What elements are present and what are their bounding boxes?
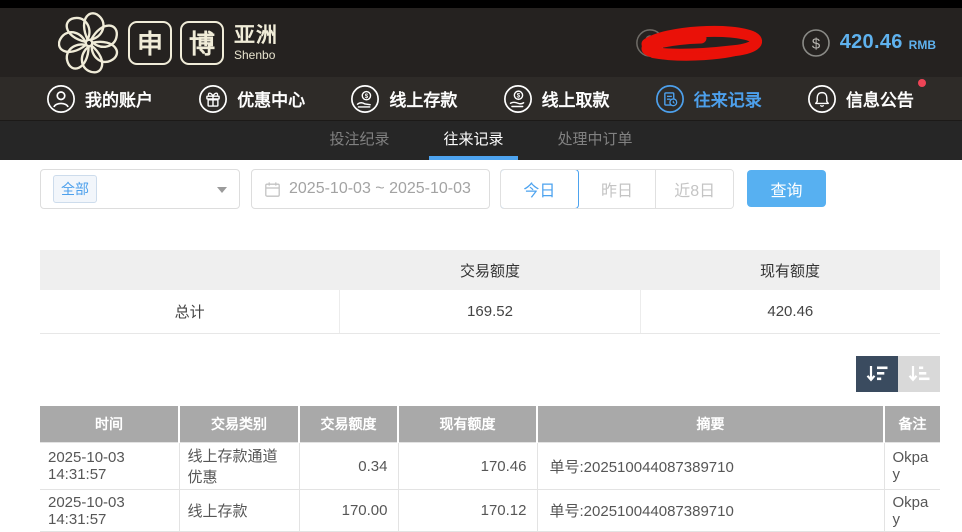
cell-note: Okpay — [883, 489, 940, 532]
date-range-input[interactable]: 2025-10-03 ~ 2025-10-03 — [251, 169, 490, 209]
cell-amount: 0.34 — [298, 442, 399, 490]
quick-btn-last-8-days[interactable]: 近8日 — [656, 170, 733, 208]
logo-region-text: 亚洲 — [234, 23, 278, 47]
chevron-down-icon — [217, 187, 227, 193]
cell-amount: 170.00 — [298, 489, 399, 532]
table-row: 2025-10-03 14:31:57 线上存款通道优惠 0.34 170.46… — [40, 442, 940, 490]
brand-logo: 申 博 亚洲 Shenbo — [58, 11, 278, 74]
tab-bet-records[interactable]: 投注纪录 — [329, 131, 390, 148]
logo-char-shen: 申 — [128, 20, 172, 65]
nav-label: 信息公告 — [845, 91, 914, 110]
summary-header-blank — [40, 250, 340, 290]
nav-label: 优惠中心 — [237, 91, 306, 110]
col-header-summary: 摘要 — [537, 406, 885, 443]
quick-btn-today[interactable]: 今日 — [501, 170, 579, 208]
filter-row: 全部 2025-10-03 ~ 2025-10-03 今日 昨日 近8日 查询 — [40, 169, 940, 209]
calendar-icon — [265, 181, 280, 197]
date-range-value: 2025-10-03 ~ 2025-10-03 — [289, 180, 471, 197]
nav-item-my-account[interactable]: 我的账户 — [46, 84, 153, 114]
bell-icon — [807, 84, 836, 113]
quick-btn-yesterday[interactable]: 昨日 — [578, 170, 657, 208]
svg-text:$: $ — [516, 92, 520, 99]
summary-total-row: 总计 169.52 420.46 — [40, 290, 940, 334]
col-header-note: 备注 — [884, 406, 940, 443]
col-header-balance: 现有额度 — [398, 406, 538, 443]
username-redacted[interactable] — [635, 20, 767, 66]
logo-char-bo: 博 — [180, 20, 224, 65]
logo-subtitle-text: Shenbo — [234, 47, 276, 62]
summary-total-label: 总计 — [40, 290, 341, 333]
nav-item-online-withdraw[interactable]: $ 线上取款 — [503, 84, 610, 114]
cell-time: 2025-10-03 14:31:57 — [40, 489, 180, 532]
nav-label: 往来记录 — [693, 91, 762, 110]
nav-label: 我的账户 — [85, 91, 153, 110]
summary-table: 交易额度 现有额度 总计 169.52 420.46 — [40, 250, 940, 334]
main-nav: 我的账户 优惠中心 $ 线上存款 — [0, 77, 962, 121]
summary-transaction-total: 169.52 — [340, 290, 641, 333]
nav-item-transaction-records[interactable]: 往来记录 — [655, 84, 762, 114]
type-select-value: 全部 — [53, 175, 97, 203]
balance-currency: RMB — [908, 37, 936, 52]
col-header-amount: 交易额度 — [299, 406, 399, 443]
quick-date-group: 今日 昨日 近8日 — [500, 169, 734, 209]
summary-header-row: 交易额度 现有额度 — [40, 250, 940, 290]
query-button[interactable]: 查询 — [747, 170, 826, 207]
col-header-time: 时间 — [40, 406, 180, 443]
cell-note: Okpay — [883, 442, 940, 490]
nav-item-online-deposit[interactable]: $ 线上存款 — [350, 84, 457, 114]
nav-item-announcements[interactable]: 信息公告 — [807, 78, 926, 114]
cell-balance: 170.12 — [397, 489, 538, 532]
summary-current-total: 420.46 — [767, 303, 814, 320]
svg-text:$: $ — [365, 93, 369, 100]
records-table: 时间 交易类别 交易额度 现有额度 摘要 备注 2025-10-03 14:31… — [40, 406, 940, 532]
cell-summary: 单号:202510044087389710 — [536, 489, 885, 532]
balance-display[interactable]: $ 420.46 RMB — [801, 28, 936, 58]
cell-type: 线上存款 — [178, 489, 300, 532]
cell-type: 线上存款通道优惠 — [178, 442, 300, 490]
header: 申 博 亚洲 Shenbo — [0, 8, 962, 77]
summary-header-transaction: 交易额度 — [459, 262, 520, 280]
summary-header-current: 现有额度 — [759, 262, 820, 280]
cell-summary: 单号:202510044087389710 — [536, 442, 885, 490]
user-icon — [47, 84, 75, 113]
gift-icon — [199, 84, 228, 113]
records-icon — [655, 84, 684, 113]
withdraw-icon: $ — [503, 84, 532, 113]
records-header-row: 时间 交易类别 交易额度 现有额度 摘要 备注 — [40, 406, 940, 443]
flower-logo-icon — [58, 11, 118, 73]
nav-label: 线上存款 — [389, 91, 458, 110]
sort-ascending-icon — [908, 366, 930, 382]
top-black-strip — [0, 0, 962, 8]
header-right: $ 420.46 RMB — [635, 20, 936, 66]
cell-balance: 170.46 — [397, 442, 538, 490]
col-header-type: 交易类别 — [179, 406, 300, 443]
type-select[interactable]: 全部 — [40, 169, 240, 209]
nav-item-promotions[interactable]: 优惠中心 — [198, 84, 305, 114]
sort-ascending-button[interactable] — [898, 356, 940, 392]
sub-nav: 投注纪录 往来记录 处理中订单 — [0, 121, 962, 160]
dollar-coin-icon: $ — [801, 28, 830, 57]
logo-wordmark: 亚洲 Shenbo — [234, 25, 278, 61]
deposit-icon: $ — [351, 84, 380, 113]
balance-amount: 420.46 — [839, 31, 903, 53]
cell-time: 2025-10-03 14:31:57 — [40, 442, 180, 490]
table-row: 2025-10-03 14:31:57 线上存款 170.00 170.12 单… — [40, 489, 940, 532]
sort-descending-icon — [866, 366, 888, 382]
svg-text:$: $ — [812, 35, 821, 52]
tab-pending-orders[interactable]: 处理中订单 — [557, 131, 633, 148]
notification-dot — [917, 78, 926, 87]
tab-transaction-records[interactable]: 往来记录 — [429, 121, 518, 160]
content-area: 全部 2025-10-03 ~ 2025-10-03 今日 昨日 近8日 查询 — [0, 169, 962, 532]
red-scribble-redaction — [641, 25, 762, 61]
sort-descending-button[interactable] — [856, 356, 898, 392]
sort-controls — [40, 356, 940, 392]
nav-label: 线上取款 — [541, 91, 610, 110]
